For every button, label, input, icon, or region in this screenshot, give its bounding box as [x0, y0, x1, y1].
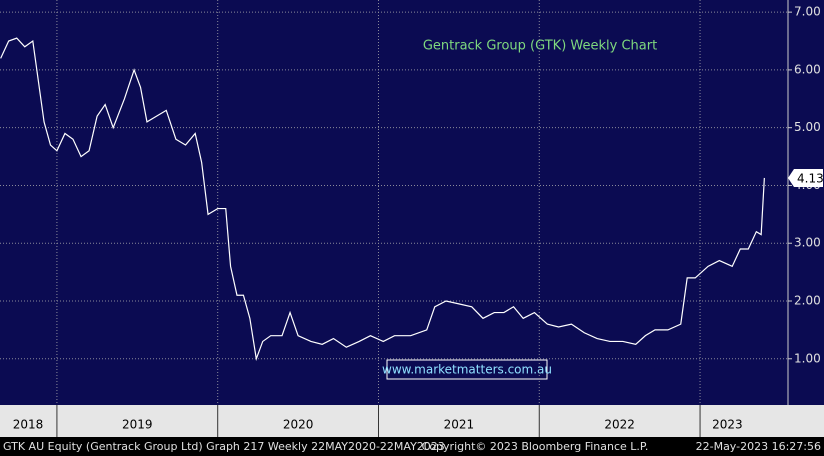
- x-tick-label: 2020: [283, 418, 314, 432]
- x-tick-label: 2019: [122, 418, 153, 432]
- y-tick-label: 1.00: [794, 351, 821, 365]
- y-tick-label: 7.00: [794, 5, 821, 19]
- footer-bar: [0, 437, 824, 456]
- x-tick-label: 2021: [444, 418, 475, 432]
- x-tick-label: 2022: [604, 418, 635, 432]
- footer-right: 22-May-2023 16:27:56: [696, 440, 821, 453]
- y-tick-label: 3.00: [794, 236, 821, 250]
- y-tick-label: 6.00: [794, 62, 821, 76]
- footer-center: Copyright© 2023 Bloomberg Finance L.P.: [422, 440, 649, 453]
- last-price-tag: [788, 168, 823, 187]
- x-axis-strip: [0, 405, 824, 437]
- x-tick-label: 2023: [712, 418, 743, 432]
- x-tick-label: 2018: [13, 418, 44, 432]
- y-tick-label: 5.00: [794, 120, 821, 134]
- annotation: www.marketmatters.com.au: [382, 363, 552, 377]
- footer-left: GTK AU Equity (Gentrack Group Ltd) Graph…: [3, 440, 445, 453]
- last-price-label: 4.13: [797, 171, 824, 185]
- price-line: [0, 37, 765, 362]
- chart-title: Gentrack Group (GTK) Weekly Chart: [423, 39, 657, 54]
- y-tick-label: 2.00: [794, 294, 821, 308]
- plot-background: [0, 0, 824, 405]
- annotation-box: [386, 359, 548, 380]
